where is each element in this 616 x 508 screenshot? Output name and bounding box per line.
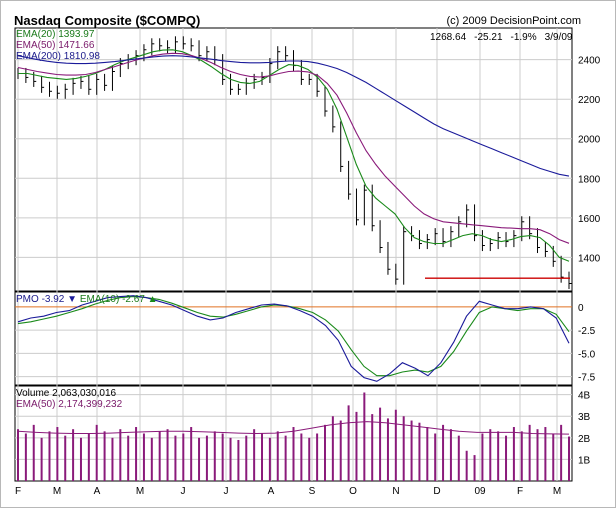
x-tick-label: O (349, 486, 357, 497)
pmo-panel-frame (14, 291, 573, 386)
x-tick-label: M (553, 486, 561, 497)
pmo-tick-label: 0 (578, 303, 584, 314)
volume-value: 2,063,030,016 (52, 388, 117, 399)
quote-change: -25.21 (474, 32, 503, 43)
x-tick-label: F (517, 486, 523, 497)
legend-ema50: EMA(50) 1471.66 (16, 40, 100, 51)
pmo-value: -3.92 (41, 294, 65, 305)
pmo-tick-label: -2.5 (578, 326, 596, 337)
pmo-tick-label: -7.5 (578, 373, 596, 384)
volume-ema-value: 2,174,399,232 (58, 399, 123, 410)
quote-readout: 1268.64 -25.21 -1.9% 3/9/09 (430, 32, 580, 43)
legend-ema200-value: 1810.98 (63, 51, 100, 62)
x-tick-label: N (392, 486, 399, 497)
arrow-down-icon: ▼ (67, 294, 78, 305)
volume-legend: Volume 2,063,030,016 EMA(50) 2,174,399,2… (16, 388, 122, 410)
price-ema200-line (17, 55, 570, 177)
price-tick-label: 2400 (578, 56, 601, 67)
volume-tick-label: 3B (578, 412, 591, 423)
credit-text: (c) 2009 DecisionPoint.com (446, 15, 581, 27)
pmo-pmo_ema-line (17, 296, 570, 377)
pmo-label: PMO (16, 294, 39, 305)
volume-legend-row: Volume 2,063,030,016 (16, 388, 122, 399)
volume-tick-label: 4B (578, 391, 591, 402)
pmo-tick-label: -5.0 (578, 349, 596, 360)
arrow-up-icon: ▲ (147, 294, 158, 305)
pmo-legend: PMO -3.92 ▼ EMA(10) -2.67 ▲ (16, 294, 158, 305)
x-tick-label: D (433, 486, 440, 497)
price-tick-label: 2000 (578, 135, 601, 146)
quote-pct: -1.9% (510, 32, 537, 43)
pmo-pmo-line (17, 295, 570, 382)
volume-label: Volume (16, 388, 50, 399)
volume-tick-label: 1B (578, 455, 591, 466)
price-tick-label: 1600 (578, 214, 601, 225)
x-tick-label: A (268, 486, 275, 497)
pmo-ema-value: -2.67 (122, 294, 145, 305)
chart-title: Nasdaq Composite ($COMPQ) (14, 13, 201, 28)
x-tick-label: S (309, 486, 316, 497)
legend-ema50-label: EMA(50) (16, 40, 56, 51)
price-ema50-line (17, 52, 570, 244)
price-tick-label: 2200 (578, 95, 601, 106)
price-tick-label: 1400 (578, 253, 601, 264)
x-tick-label: 09 (474, 486, 486, 497)
x-tick-label: M (53, 486, 61, 497)
x-tick-label: A (94, 486, 101, 497)
quote-last: 1268.64 (430, 32, 467, 43)
price-ema20-line (18, 49, 570, 262)
legend-ema50-value: 1471.66 (58, 40, 95, 51)
quote-date: 3/9/09 (544, 32, 573, 43)
x-tick-label: J (181, 486, 186, 497)
volume-tick-label: 2B (578, 434, 591, 445)
volume-ema-label: EMA(50) (16, 399, 56, 410)
x-tick-label: J (224, 486, 229, 497)
legend-ema200-label: EMA(200) (16, 51, 62, 62)
legend-ema20-value: 1393.97 (58, 29, 95, 40)
x-tick-label: F (15, 486, 21, 497)
legend-ema20: EMA(20) 1393.97 (16, 29, 100, 40)
price-tick-label: 1800 (578, 174, 601, 185)
x-tick-label: M (136, 486, 144, 497)
volume-ema-row: EMA(50) 2,174,399,232 (16, 399, 122, 410)
legend-ema200: EMA(200) 1810.98 (16, 51, 100, 62)
legend-ema20-label: EMA(20) (16, 29, 56, 40)
volume-ema-line (17, 421, 570, 435)
pmo-ema-label: EMA(10) (79, 294, 120, 305)
price-legend: EMA(20) 1393.97 EMA(50) 1471.66 EMA(200)… (16, 29, 100, 62)
